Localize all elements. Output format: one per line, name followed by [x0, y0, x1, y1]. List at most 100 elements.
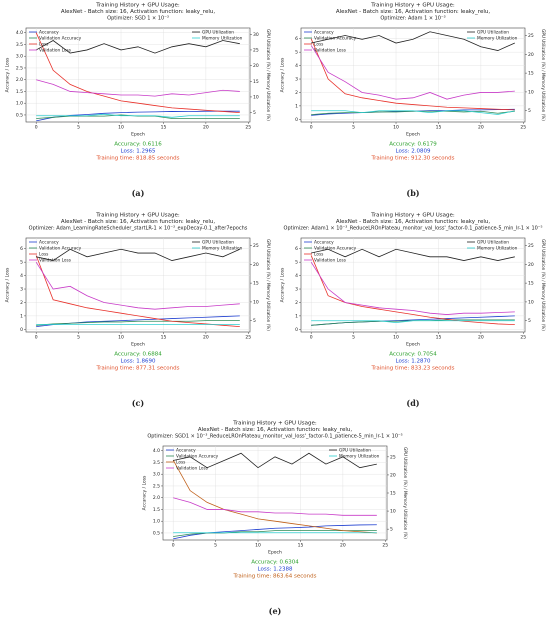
annotation: Loss: 1.8690	[121, 359, 156, 365]
annotation: Training time: 877.31 seconds	[96, 366, 180, 372]
chart-panel: Training History + GPU Usage:AlexNet - B…	[5, 213, 272, 409]
x-tick-label: 5	[352, 335, 355, 341]
plot-area	[25, 237, 251, 333]
chart-panel: Training History + GPU Usage:AlexNet - B…	[142, 421, 409, 617]
x-tick-label: 5	[77, 125, 80, 131]
legend-label: Validation Loss	[314, 48, 347, 54]
chart-title: AlexNet - Batch size: 16, Activation fun…	[198, 427, 352, 433]
y-axis-label: Accuracy / Loss	[280, 267, 286, 302]
y-tick-label: 0.5	[153, 530, 160, 536]
y-tick-label: 3	[295, 287, 298, 293]
y-axis-label: Accuracy / Loss	[5, 267, 11, 302]
y2-tick-label: 20	[528, 262, 534, 268]
legend-label: Memory Utilization	[477, 36, 518, 42]
x-tick-label: 10	[118, 335, 124, 341]
annotation: Training time: 912.30 seconds	[371, 156, 455, 162]
y2-tick-label: 10	[253, 94, 259, 100]
caption: (a)	[132, 188, 145, 198]
x-tick-label: 0	[172, 543, 175, 549]
y-tick-label: 1.0	[16, 101, 23, 107]
legend-label: Memory Utilization	[339, 454, 380, 460]
chart-title: AlexNet - Batch size: 16, Activation fun…	[336, 219, 490, 225]
series-line	[36, 320, 240, 326]
x-tick-label: 20	[203, 335, 209, 341]
x-tick-label: 5	[214, 543, 217, 549]
y-tick-label: 6	[295, 246, 298, 252]
y2-tick-label: 15	[253, 281, 259, 287]
y-tick-label: 6	[295, 36, 298, 42]
x-tick-label: 0	[310, 335, 313, 341]
x-tick-label: 15	[436, 125, 442, 131]
y-tick-label: 2	[20, 300, 23, 306]
series-line	[35, 40, 240, 54]
annotation: Training time: 863.64 seconds	[233, 574, 317, 580]
y-tick-label: 4.0	[16, 30, 23, 36]
y-tick-label: 1.0	[153, 519, 160, 525]
y2-tick-label: 15	[253, 79, 259, 85]
y2-tick-label: 25	[528, 33, 534, 39]
x-tick-label: 0	[310, 125, 313, 131]
legend-label: Accuracy	[314, 240, 334, 246]
y-tick-label: 0	[295, 327, 298, 333]
y-tick-label: 2.5	[153, 483, 160, 489]
legend-label: Validation Accuracy	[176, 454, 219, 460]
x-tick-label: 15	[161, 125, 167, 131]
x-tick-label: 25	[520, 125, 526, 131]
x-tick-label: 10	[255, 543, 261, 549]
y2-tick-label: 20	[528, 52, 534, 58]
annotation: Loss: 1.2870	[396, 359, 431, 365]
x-tick-label: 25	[245, 125, 251, 131]
annotation: Accuracy: 0.6884	[114, 352, 162, 358]
legend-label: Memory Utilization	[202, 246, 243, 252]
y2-tick-label: 10	[528, 89, 534, 95]
chart-title: Optimizer: Adam1 × 10⁻³_ReduceLROnPlatea…	[284, 226, 543, 232]
x-tick-label: 10	[393, 125, 399, 131]
y-tick-label: 0	[20, 327, 23, 333]
series-line	[310, 261, 515, 315]
chart-title: AlexNet - Batch size: 16, Activation fun…	[61, 219, 215, 225]
y-tick-label: 4	[20, 273, 23, 279]
chart-title: Optimizer: Adam_LearningRateScheduler_st…	[29, 226, 248, 232]
y2-tick-label: 20	[253, 63, 259, 69]
annotation: Accuracy: 0.6179	[389, 142, 437, 148]
legend-label: Validation Accuracy	[39, 36, 82, 42]
x-tick-label: 25	[382, 543, 388, 549]
chart-panel: Training History + GPU Usage:AlexNet - B…	[280, 3, 547, 199]
series-line	[35, 255, 240, 328]
legend-label: GPU Utilization	[477, 240, 509, 246]
chart-panel: Training History + GPU Usage:AlexNet - B…	[5, 3, 272, 199]
annotation: Accuracy: 0.7054	[389, 352, 437, 358]
y-axis-label: Accuracy / Loss	[5, 57, 11, 92]
chart-title: Optimizer: SGD1 × 10⁻³_ReduceLROnPlateau…	[147, 434, 402, 440]
chart-panel: Training History + GPU Usage:AlexNet - B…	[280, 213, 547, 409]
legend-label: Validation Loss	[39, 258, 72, 264]
series-line	[35, 32, 240, 113]
legend-label: Memory Utilization	[202, 36, 243, 42]
y-tick-label: 2.0	[153, 495, 160, 501]
y2-axis-label: GPU Utilization (%) / Memory Utilization…	[403, 447, 408, 539]
chart-title: Training History + GPU Usage:	[232, 421, 317, 427]
series-line	[311, 31, 515, 51]
y2-tick-label: 5	[528, 108, 531, 114]
series-line	[172, 459, 377, 534]
series-line	[173, 497, 377, 516]
caption: (e)	[269, 606, 282, 616]
legend-label: GPU Utilization	[202, 30, 234, 36]
x-tick-label: 5	[352, 125, 355, 131]
x-tick-label: 25	[245, 335, 251, 341]
x-tick-label: 10	[393, 335, 399, 341]
caption: (c)	[132, 398, 145, 408]
y2-tick-label: 15	[390, 491, 396, 497]
series-line	[173, 452, 377, 469]
series-line	[311, 110, 515, 116]
legend-label: Loss	[39, 252, 49, 258]
series-line	[35, 261, 240, 310]
y2-axis-label: GPU Utilization (%) / Memory Utilization…	[266, 239, 271, 331]
chart-title: Training History + GPU Usage:	[95, 3, 180, 9]
y2-tick-label: 15	[528, 281, 534, 287]
y-tick-label: 4	[295, 63, 298, 69]
y-tick-label: 1	[295, 313, 298, 319]
legend-label: GPU Utilization	[202, 240, 234, 246]
y-tick-label: 6	[20, 246, 23, 252]
legend-label: Accuracy	[314, 30, 334, 36]
